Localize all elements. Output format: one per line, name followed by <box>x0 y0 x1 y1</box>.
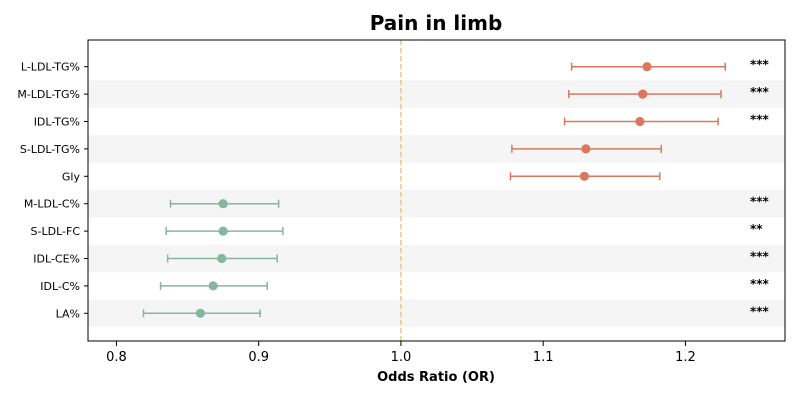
or-point <box>642 62 652 72</box>
or-point <box>218 226 228 236</box>
data-rows: L-LDL-TG% *** M-LDL-TG% *** IDL-TG% *** S-LDL-… <box>17 58 769 321</box>
x-axis: 0.8 0.9 1.0 1.1 1.2 <box>106 341 696 365</box>
x-axis-label: Odds Ratio (OR) <box>377 370 495 385</box>
row-label: S-LDL-TG% <box>20 143 80 156</box>
or-point <box>581 144 591 154</box>
row-label: LA% <box>56 307 80 320</box>
or-point <box>579 171 590 181</box>
x-tick-label: 1.0 <box>391 350 412 365</box>
or-point <box>638 89 648 99</box>
x-tick-label: 0.9 <box>248 350 269 365</box>
significance-marker: *** <box>750 58 770 72</box>
significance-marker: *** <box>750 304 770 318</box>
x-tick-label: 1.1 <box>533 350 554 365</box>
row-label: IDL-CE% <box>33 253 80 266</box>
row-label: IDL-C% <box>40 280 80 293</box>
significance-marker: ** <box>750 222 763 236</box>
or-point <box>195 308 205 318</box>
x-tick-label: 0.8 <box>106 350 127 365</box>
significance-marker: *** <box>750 277 770 291</box>
significance-marker: *** <box>750 250 770 264</box>
row-label: IDL-TG% <box>34 116 80 129</box>
plot-frame <box>87 39 786 342</box>
row-label: S-LDL-FC <box>31 225 81 238</box>
row-label: L-LDL-TG% <box>21 61 80 74</box>
row-label: M-LDL-C% <box>24 198 80 211</box>
significance-marker: *** <box>750 85 770 99</box>
or-point <box>208 281 218 291</box>
chart-title: Pain in limb <box>370 11 503 35</box>
or-point <box>218 199 228 209</box>
row-label: M-LDL-TG% <box>17 88 80 101</box>
or-point <box>217 253 227 264</box>
row-band <box>88 135 785 163</box>
or-point <box>635 116 645 127</box>
x-tick-label: 1.2 <box>675 350 696 365</box>
row-label: Gly <box>62 170 81 183</box>
significance-marker: *** <box>750 195 770 209</box>
significance-marker: *** <box>750 113 770 127</box>
